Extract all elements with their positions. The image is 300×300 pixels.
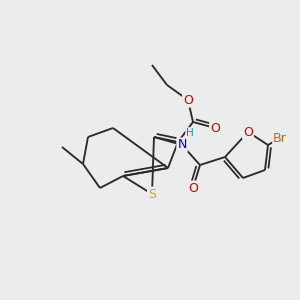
Text: O: O <box>210 122 220 134</box>
Text: S: S <box>148 188 156 200</box>
Text: H: H <box>186 128 194 138</box>
Text: N: N <box>177 139 187 152</box>
Text: O: O <box>243 125 253 139</box>
Text: Br: Br <box>273 131 287 145</box>
Text: O: O <box>183 94 193 106</box>
Text: O: O <box>188 182 198 194</box>
